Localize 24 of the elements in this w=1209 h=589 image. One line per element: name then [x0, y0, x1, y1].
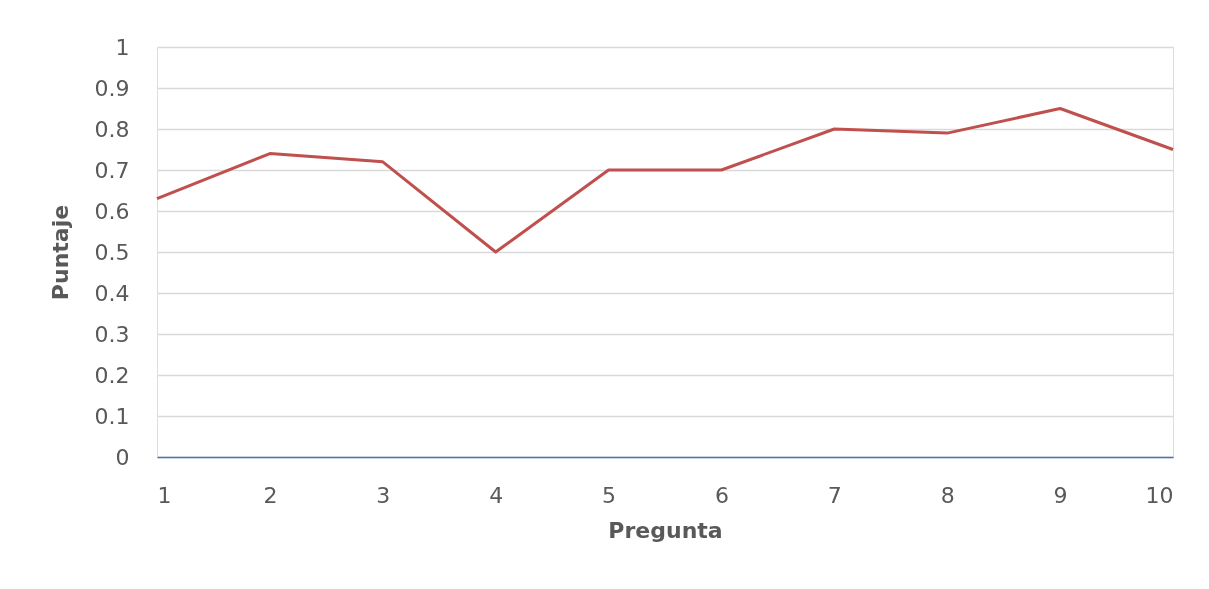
y-tick-label: 1 [115, 34, 130, 60]
x-tick-label: 8 [940, 482, 955, 508]
y-tick-label: 0.8 [94, 116, 130, 142]
line-series [155, 107, 1175, 254]
x-tick-label: 7 [827, 482, 842, 508]
y-tick-label: 0.9 [94, 75, 130, 101]
x-tick-label: 5 [602, 482, 617, 508]
y-tick-label: 0.7 [94, 157, 130, 183]
y-tick-label: 0.2 [94, 362, 130, 388]
y-tick-label: 0.1 [94, 403, 130, 429]
x-tick-label: 1 [157, 482, 172, 508]
y-tick-label: 0.6 [94, 198, 130, 224]
x-tick-label: 2 [263, 482, 278, 508]
x-tick-label: 3 [376, 482, 391, 508]
y-axis-title: Puntaje [47, 204, 73, 301]
x-tick-label: 6 [714, 482, 729, 508]
x-tick-label: 10 [1145, 482, 1174, 508]
y-tick-label: 0 [115, 444, 130, 470]
y-tick-label: 0.4 [94, 280, 130, 306]
y-tick-label: 0.3 [94, 321, 130, 347]
y-tick-label: 0.5 [94, 239, 130, 265]
x-tick-label: 4 [489, 482, 504, 508]
x-axis-title: Pregunta [608, 517, 723, 543]
x-tick-label: 9 [1053, 482, 1068, 508]
